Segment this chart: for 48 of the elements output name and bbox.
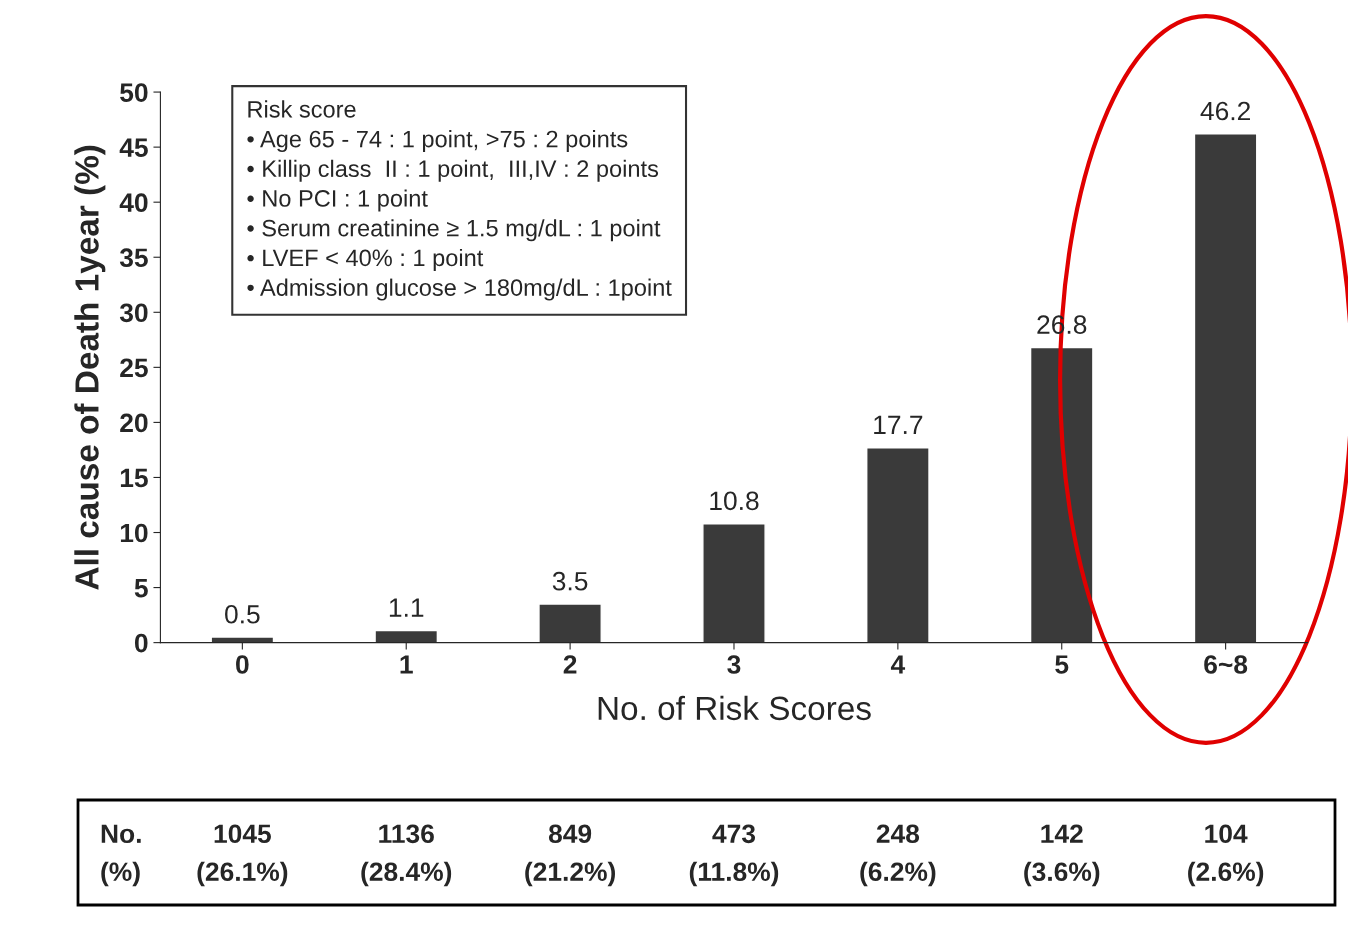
y-tick-label: 35	[119, 248, 148, 268]
x-tick-label: 6~8	[1204, 655, 1248, 674]
data-label: 46.2	[1200, 101, 1250, 121]
y-tick-label: 40	[119, 193, 148, 212]
y-axis-title: All cause of Death 1year (%)	[74, 145, 106, 590]
annotation: Risk score	[248, 100, 356, 118]
text: 1136 (28.4%)	[361, 824, 452, 887]
x-tick-label: 3	[727, 655, 741, 674]
y-tick-label: 10	[120, 523, 148, 543]
bar	[374, 629, 439, 643]
text: 142 (3.6%)	[1024, 824, 1100, 887]
text: 849 (21.2%)	[525, 824, 615, 887]
bar	[210, 636, 275, 643]
x-tick-label: 1	[400, 655, 413, 674]
x-tick-label: 2	[563, 655, 577, 674]
annotation: • Admission glucose > 180mg/dL : 1point	[247, 278, 672, 301]
x-tick-label: 4	[890, 655, 906, 674]
data-label: 3.5	[552, 571, 588, 591]
annotation: • No PCI : 1 point	[247, 189, 428, 212]
data-label: 1.1	[389, 598, 424, 617]
bar	[866, 447, 930, 643]
text: 248 (6.2%)	[860, 824, 936, 887]
text: No. (%)	[101, 824, 141, 887]
text: 1045 (26.1%)	[197, 824, 288, 887]
annotation: • Serum creatinine ≥ 1.5 mg/dL : 1 point	[247, 219, 661, 242]
bar	[1029, 346, 1094, 643]
y-tick-label: 45	[119, 138, 148, 157]
y-tick-label: 50	[120, 83, 148, 102]
text: 104 (2.6%)	[1188, 824, 1264, 887]
bar	[702, 523, 766, 643]
y-tick-label: 5	[134, 578, 148, 598]
x-tick-label: 0	[236, 655, 249, 674]
annotation: • LVEF < 40% : 1 point	[247, 248, 484, 271]
x-tick-label: 5	[1055, 655, 1069, 674]
x-axis-title: No. of Risk Scores	[598, 695, 871, 721]
data-label: 0.5	[225, 604, 260, 624]
annotation: • Age 65 - 74 : 1 point, >75 : 2 points	[247, 130, 628, 153]
bar	[538, 603, 602, 643]
text: 473 (11.8%)	[689, 824, 779, 887]
y-tick-label: 15	[120, 468, 148, 488]
annotation: • Killip class II : 1 point, III,IV : 2 points	[247, 159, 659, 182]
y-tick-label: 30	[119, 303, 148, 323]
bar	[1193, 133, 1258, 643]
data-label: 10.8	[710, 491, 759, 511]
data-label: 17.7	[874, 415, 923, 434]
y-tick-label: 20	[120, 413, 148, 433]
y-tick-label: 25	[120, 358, 148, 378]
y-tick-label: 0	[134, 633, 148, 653]
